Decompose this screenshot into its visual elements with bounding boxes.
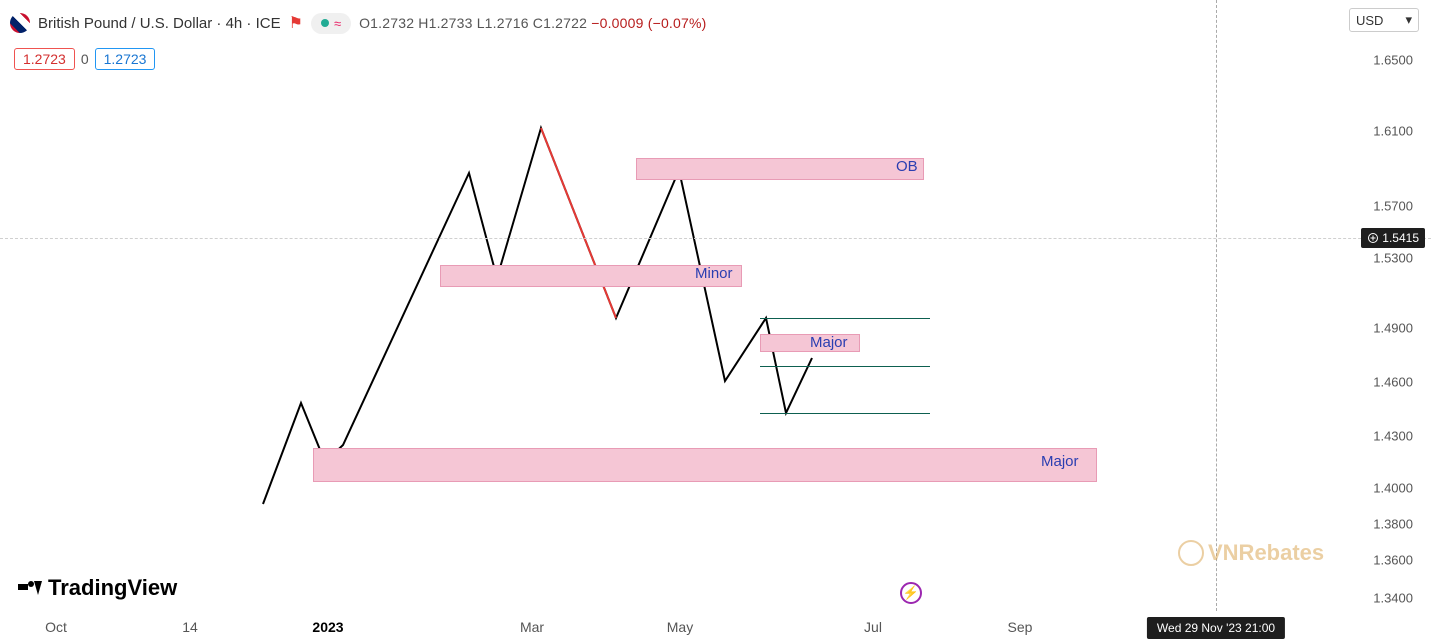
tv-logo-icon <box>18 579 42 597</box>
y-tick-label: 1.5700 <box>1373 199 1413 214</box>
crosshair-vline <box>1216 0 1217 611</box>
chart-svg <box>0 0 1341 611</box>
zone-label-major-small: Major <box>810 334 848 351</box>
x-tick-label: 14 <box>182 619 198 635</box>
zone-major-large[interactable] <box>313 448 1097 482</box>
watermark: VNRebates <box>1178 540 1324 566</box>
x-tick-label: May <box>667 619 693 635</box>
bolt-icon[interactable]: ⚡ <box>900 582 922 604</box>
y-axis: 1.6500 1.6100 1.5700 1.5300 1.4900 1.4600 1.43… <box>1341 0 1431 611</box>
y-tick-label: 1.6500 <box>1373 53 1413 68</box>
chart-area[interactable]: OB Minor Major Major <box>0 0 1341 611</box>
x-tick-label: Oct <box>45 619 67 635</box>
y-tick-label: 1.4900 <box>1373 321 1413 336</box>
x-tick-label: Mar <box>520 619 544 635</box>
y-tick-label: 1.6100 <box>1373 124 1413 139</box>
range-line <box>760 413 930 414</box>
y-tick-label: 1.4600 <box>1373 375 1413 390</box>
x-tick-label: Jul <box>864 619 882 635</box>
x-tick-label: 2023 <box>312 619 343 635</box>
watermark-icon <box>1178 540 1204 566</box>
y-tick-label: 1.3800 <box>1373 517 1413 532</box>
crosshair-time-tag: Wed 29 Nov '23 21:00 <box>1147 617 1285 639</box>
tradingview-logo: TradingView <box>18 575 177 601</box>
y-tick-label: 1.3600 <box>1373 553 1413 568</box>
zone-label-major-large: Major <box>1041 453 1079 470</box>
range-line <box>760 318 930 319</box>
x-tick-label: Sep <box>1008 619 1033 635</box>
zone-ob[interactable] <box>636 158 924 180</box>
y-tick-label: 1.5300 <box>1373 251 1413 266</box>
range-line <box>760 366 930 367</box>
x-axis: Oct 14 2023 Mar May Jul Sep <box>0 611 1341 641</box>
zone-label-minor: Minor <box>695 265 733 282</box>
zone-label-ob: OB <box>896 158 918 175</box>
y-tick-label: 1.4000 <box>1373 481 1413 496</box>
y-tick-label: 1.3400 <box>1373 591 1413 606</box>
y-tick-label: 1.4300 <box>1373 429 1413 444</box>
crosshair-price-tag: 1.5415 <box>1361 228 1425 248</box>
